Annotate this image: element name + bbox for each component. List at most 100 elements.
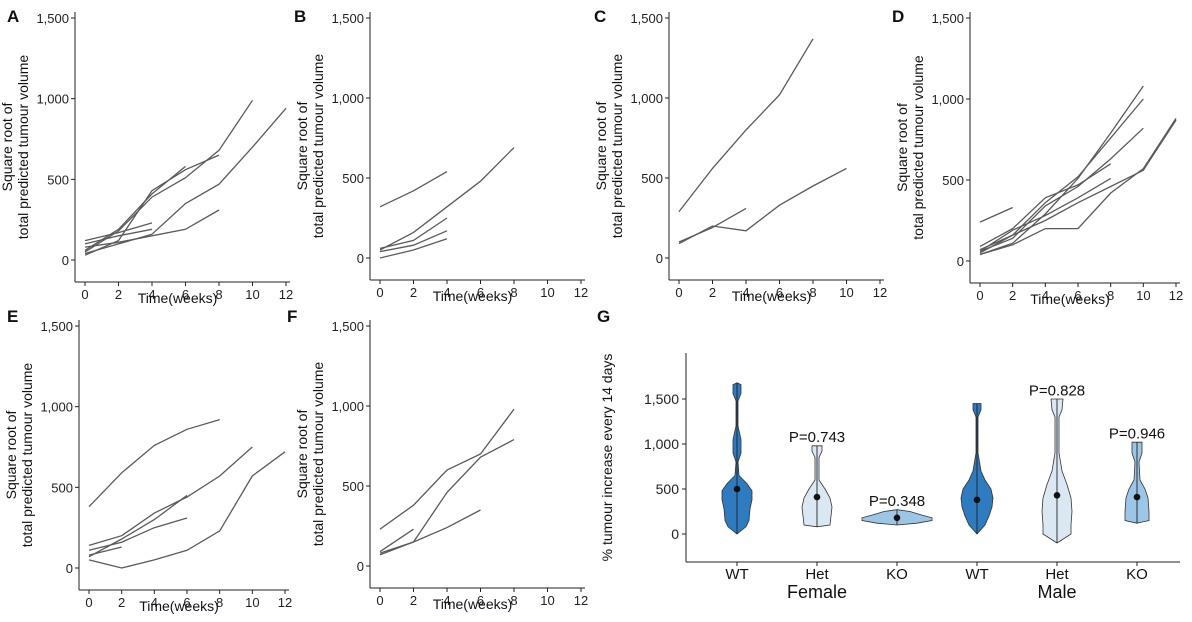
- x-tick-label: 12: [574, 593, 588, 608]
- series-line: [379, 147, 515, 251]
- x-axis-label: Time(weeks): [139, 598, 219, 614]
- x-tick-label: 8: [510, 593, 517, 608]
- series-line: [379, 230, 448, 253]
- series-line: [379, 509, 481, 554]
- x-axis-label: Time(weeks): [433, 288, 513, 304]
- violin-mean-point: [973, 496, 981, 504]
- violin-mean-point: [893, 514, 901, 522]
- x-tick-label: 6: [1074, 288, 1081, 303]
- y-axis-label: total predicted tumour volume: [19, 363, 35, 548]
- series-line: [88, 418, 220, 508]
- x-axis-label: Time(weeks): [1030, 291, 1110, 307]
- x-tick-label: 4: [742, 285, 749, 300]
- y-tick-label: 1,000: [36, 92, 69, 107]
- x-tick-label: 8: [215, 287, 222, 302]
- panel-label: E: [7, 307, 18, 326]
- x-tick-label: 2: [118, 595, 125, 610]
- panel-label: C: [594, 7, 606, 26]
- series-line: [84, 154, 220, 256]
- x-tick-label: 10: [245, 287, 259, 302]
- x-tick-label: 0: [81, 287, 88, 302]
- y-tick-label: 1,000: [630, 91, 663, 106]
- x-tick-label: 12: [278, 595, 292, 610]
- x-tick-label: 8: [216, 595, 223, 610]
- y-tick-label: 1,500: [630, 11, 663, 26]
- x-tick-label: 2: [115, 287, 122, 302]
- y-tick-label: 1,500: [40, 319, 73, 334]
- y-tick-label: 500: [641, 171, 663, 186]
- y-axis-label: total predicted tumour volume: [15, 55, 31, 240]
- x-tick-label: 8: [1107, 288, 1114, 303]
- panel-c: C 0 500 1,000 1,500 0 2 4 6 8 10 12 Time(weeks) Squar…: [593, 7, 887, 304]
- panel-label: B: [294, 7, 306, 26]
- y-axis-label: total predicted tumour volume: [910, 55, 926, 240]
- y-tick-label: 500: [342, 479, 364, 494]
- x-tick-label: 4: [443, 285, 450, 300]
- violin-mean-point: [1053, 492, 1061, 499]
- x-axis-label: Time(weeks): [433, 596, 513, 612]
- series-line: [84, 209, 220, 248]
- panel-f: F 0 500 1,000 1,500 0 2 4 6 8 10 12 Time(weeks) Squar…: [287, 307, 588, 612]
- y-tick-label: 500: [51, 480, 73, 495]
- x-tick-label: 12: [279, 287, 293, 302]
- series-line: [88, 517, 188, 551]
- y-axis-label: Square root of: [0, 103, 15, 192]
- x-tick-label: 8: [809, 285, 816, 300]
- x-tick-label: 0: [85, 595, 92, 610]
- x-tick-label: 2: [709, 285, 716, 300]
- x-tick-label: 4: [1042, 288, 1049, 303]
- x-tick-label: 10: [245, 595, 259, 610]
- y-tick-label: 0: [656, 251, 663, 266]
- y-tick-label: 0: [62, 253, 69, 268]
- y-tick-label: 1,000: [40, 400, 73, 415]
- x-axis-label: Time(weeks): [732, 288, 812, 304]
- category-label: KO: [886, 566, 908, 583]
- y-axis-label: Square root of: [294, 410, 310, 499]
- y-tick-label: 1,000: [331, 91, 364, 106]
- x-tick-label: 10: [540, 593, 554, 608]
- y-tick-label: 1,000: [331, 399, 364, 414]
- y-axis-label: total predicted tumour volume: [310, 362, 326, 547]
- x-axis-label: Time(weeks): [138, 290, 218, 306]
- series-line: [979, 177, 1112, 252]
- series-line: [979, 127, 1144, 252]
- category-label: KO: [1126, 566, 1148, 583]
- y-tick-label: 0: [671, 526, 679, 542]
- y-tick-label: 0: [66, 561, 73, 576]
- x-tick-label: 6: [182, 287, 189, 302]
- y-tick-label: 1,000: [931, 92, 964, 107]
- series-line: [379, 238, 448, 259]
- y-tick-label: 0: [957, 254, 964, 269]
- y-axis-label: Square root of: [3, 411, 19, 500]
- y-tick-label: 0: [357, 251, 364, 266]
- y-axis-label: % tumour increase every 14 days: [599, 354, 615, 562]
- y-tick-label: 1,500: [36, 11, 69, 26]
- panel-d: D 0 500 1,000 1,500 0 2 4 6 8 10 12 Time(weeks) Squar…: [892, 7, 1183, 307]
- category-label: WT: [725, 566, 748, 583]
- x-tick-label: 2: [1009, 288, 1016, 303]
- p-value-annotation: P=0.946: [1109, 426, 1165, 443]
- panel-label: D: [892, 7, 904, 26]
- x-tick-label: 0: [376, 285, 383, 300]
- x-tick-label: 0: [976, 288, 983, 303]
- series-line: [678, 167, 847, 245]
- x-tick-label: 4: [443, 593, 450, 608]
- panel-g: G 0 500 1,000 1,500 % tumour increase every 1…: [597, 307, 1180, 602]
- x-tick-label: 10: [540, 285, 554, 300]
- x-tick-label: 6: [776, 285, 783, 300]
- x-tick-label: 10: [839, 285, 853, 300]
- category-label: Het: [1045, 566, 1069, 583]
- y-tick-label: 500: [942, 173, 964, 188]
- y-tick-label: 500: [656, 481, 680, 497]
- y-tick-label: 1,500: [644, 391, 679, 407]
- panel-label: F: [287, 307, 297, 326]
- x-tick-label: 2: [410, 285, 417, 300]
- series-line: [88, 451, 286, 569]
- x-tick-label: 12: [574, 285, 588, 300]
- x-tick-label: 6: [477, 593, 484, 608]
- violin-mean-point: [733, 485, 741, 493]
- x-tick-label: 6: [183, 595, 190, 610]
- series-line: [678, 207, 747, 243]
- series-line: [678, 38, 814, 212]
